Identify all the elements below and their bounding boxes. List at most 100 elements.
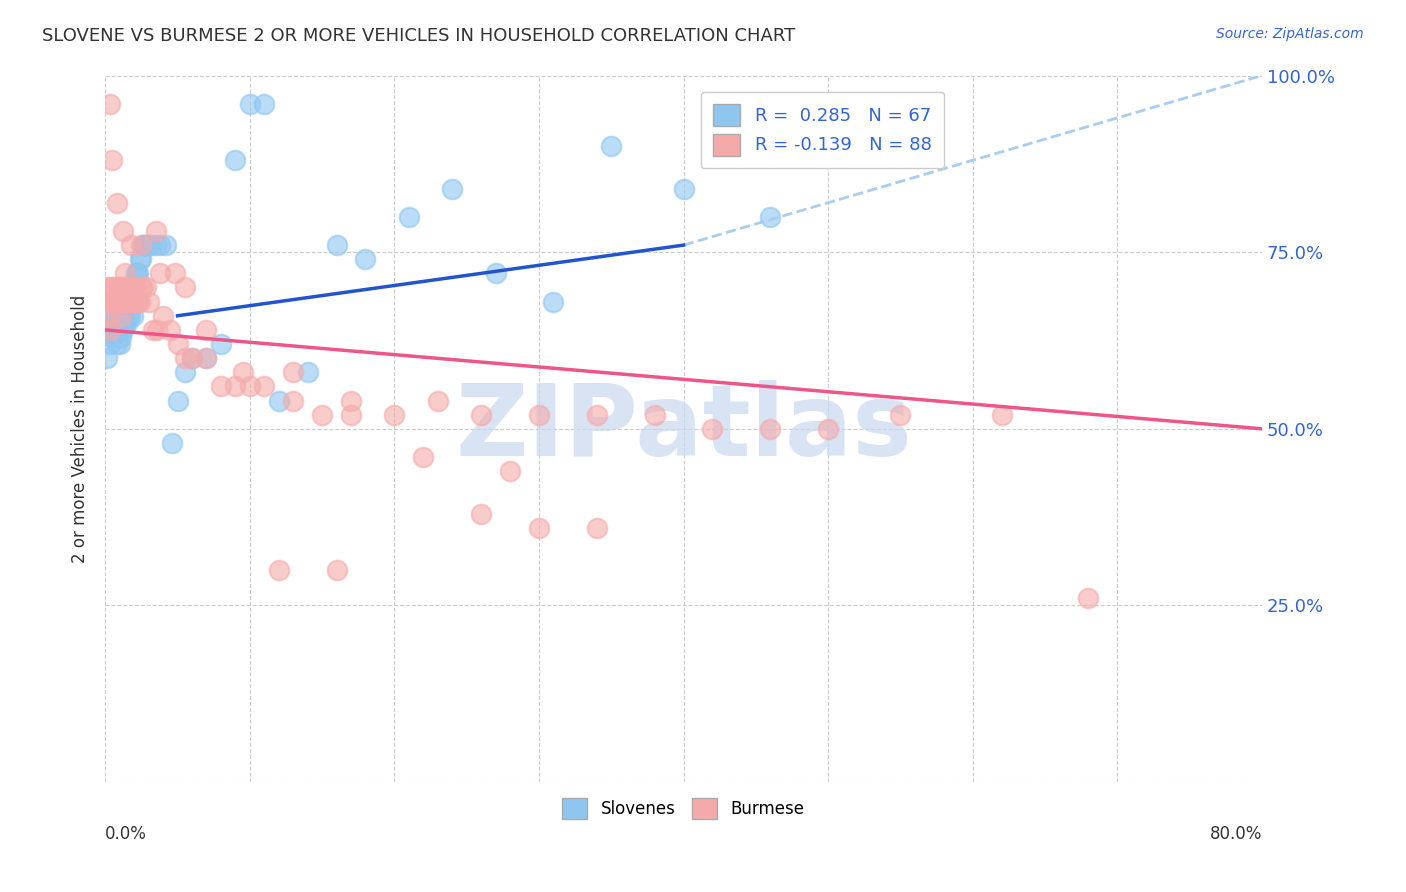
Point <box>117 280 139 294</box>
Point <box>173 365 195 379</box>
Point <box>138 238 160 252</box>
Point <box>110 294 132 309</box>
Point <box>110 309 132 323</box>
Point <box>112 316 135 330</box>
Point <box>1077 591 1099 606</box>
Point <box>543 294 565 309</box>
Point <box>97 323 120 337</box>
Point <box>120 294 142 309</box>
Point <box>173 351 195 366</box>
Point <box>124 280 146 294</box>
Point <box>122 280 145 294</box>
Point <box>125 266 148 280</box>
Point <box>142 323 165 337</box>
Point <box>115 294 138 309</box>
Point <box>160 436 183 450</box>
Point <box>325 563 347 577</box>
Point <box>585 408 607 422</box>
Point <box>125 294 148 309</box>
Point <box>253 379 276 393</box>
Point <box>412 450 434 464</box>
Point <box>114 280 136 294</box>
Point <box>159 323 181 337</box>
Point <box>96 351 118 366</box>
Point <box>112 294 135 309</box>
Point <box>112 309 135 323</box>
Point <box>131 238 153 252</box>
Point <box>105 294 128 309</box>
Point <box>398 210 420 224</box>
Point <box>105 323 128 337</box>
Point <box>340 393 363 408</box>
Point <box>100 309 122 323</box>
Point <box>118 280 141 294</box>
Point <box>127 294 149 309</box>
Point <box>110 309 132 323</box>
Point <box>127 266 149 280</box>
Point <box>117 309 139 323</box>
Point <box>118 294 141 309</box>
Point <box>122 280 145 294</box>
Point <box>103 316 125 330</box>
Point <box>146 323 169 337</box>
Point <box>108 323 131 337</box>
Point <box>209 337 232 351</box>
Point <box>114 266 136 280</box>
Point <box>149 266 172 280</box>
Point <box>107 323 129 337</box>
Point <box>135 238 157 252</box>
Point <box>98 323 121 337</box>
Point <box>195 351 218 366</box>
Point <box>101 153 124 168</box>
Point <box>152 309 174 323</box>
Point <box>104 294 127 309</box>
Point <box>470 408 492 422</box>
Point <box>118 309 141 323</box>
Point <box>108 337 131 351</box>
Point <box>253 96 276 111</box>
Point <box>101 330 124 344</box>
Point <box>702 422 724 436</box>
Point <box>111 323 134 337</box>
Point <box>297 365 319 379</box>
Point <box>120 238 142 252</box>
Point <box>283 365 305 379</box>
Point <box>103 294 125 309</box>
Point <box>166 337 188 351</box>
Point <box>484 266 506 280</box>
Point <box>108 280 131 294</box>
Point <box>120 294 142 309</box>
Point <box>441 181 464 195</box>
Point <box>105 195 128 210</box>
Point <box>110 330 132 344</box>
Point <box>181 351 204 366</box>
Point <box>145 238 167 252</box>
Point <box>121 309 143 323</box>
Point <box>135 280 157 294</box>
Point <box>131 280 153 294</box>
Point <box>163 266 186 280</box>
Point <box>759 210 782 224</box>
Point <box>470 507 492 521</box>
Point <box>384 408 406 422</box>
Point <box>107 294 129 309</box>
Point <box>131 252 153 267</box>
Point <box>224 153 246 168</box>
Text: 80.0%: 80.0% <box>1209 824 1263 843</box>
Point <box>98 309 121 323</box>
Point <box>817 422 839 436</box>
Point <box>990 408 1012 422</box>
Point <box>132 238 155 252</box>
Point <box>426 393 449 408</box>
Point <box>129 252 152 267</box>
Point <box>145 224 167 238</box>
Point <box>105 294 128 309</box>
Point <box>354 252 377 267</box>
Point <box>134 238 156 252</box>
Y-axis label: 2 or more Vehicles in Household: 2 or more Vehicles in Household <box>72 294 89 563</box>
Point <box>103 323 125 337</box>
Text: Source: ZipAtlas.com: Source: ZipAtlas.com <box>1216 27 1364 41</box>
Point <box>267 563 290 577</box>
Point <box>104 280 127 294</box>
Point <box>239 96 262 111</box>
